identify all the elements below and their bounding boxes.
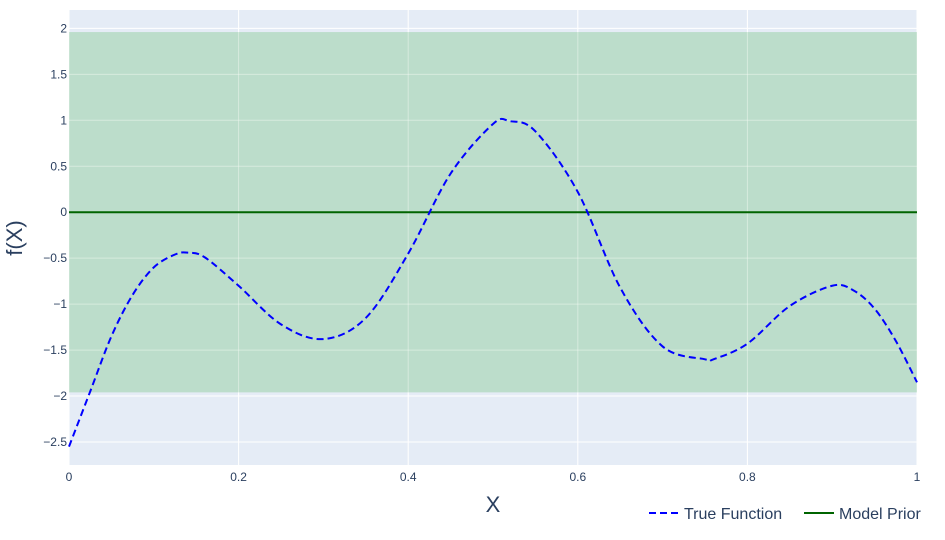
y-tick-label: −2.5 [43, 435, 67, 449]
y-tick-label: 2 [60, 21, 67, 35]
y-tick-label: −0.5 [43, 251, 67, 265]
legend-label-true-function: True Function [684, 506, 782, 523]
legend-label-model-prior: Model Prior [839, 506, 921, 523]
y-tick-label: −2 [53, 389, 67, 403]
x-tick-label: 0.8 [739, 470, 756, 484]
legend-item-model-prior[interactable]: Model Prior [804, 506, 921, 523]
series-line-true-function [68, 117, 918, 447]
y-tick-label: 1 [60, 113, 67, 127]
y-tick-labels: 2 1.5 1 0.5 0 −0.5 −1 −1.5 −2 −2.5 [43, 21, 67, 449]
x-tick-label: 0.2 [230, 470, 247, 484]
x-tick-label: 1 [914, 470, 921, 484]
y-axis-title: f(X) [2, 220, 27, 255]
y-tick-label: 0.5 [50, 159, 67, 173]
x-axis-title: X [486, 492, 501, 517]
grid-lines-over-band [68, 10, 918, 465]
x-tick-label: 0.6 [569, 470, 586, 484]
y-tick-label: −1 [53, 297, 67, 311]
series-layer [68, 117, 918, 447]
y-tick-label: 1.5 [50, 67, 67, 81]
x-tick-label: 0 [66, 470, 73, 484]
legend-item-true-function[interactable]: True Function [649, 506, 782, 523]
legend: True Function Model Prior [649, 506, 921, 523]
x-tick-label: 0.4 [400, 470, 417, 484]
y-tick-label: −1.5 [43, 343, 67, 357]
y-tick-label: 0 [60, 205, 67, 219]
x-tick-labels: 0 0.2 0.4 0.6 0.8 1 [66, 470, 921, 484]
